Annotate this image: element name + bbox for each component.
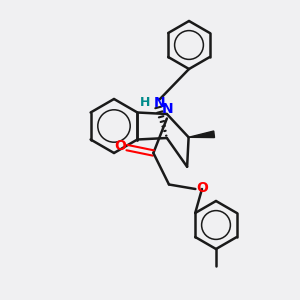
Text: H: H <box>140 96 151 109</box>
Text: O: O <box>196 181 208 194</box>
Polygon shape <box>189 131 214 138</box>
Text: N: N <box>154 96 165 110</box>
Text: N: N <box>162 103 173 116</box>
Text: O: O <box>114 139 126 153</box>
